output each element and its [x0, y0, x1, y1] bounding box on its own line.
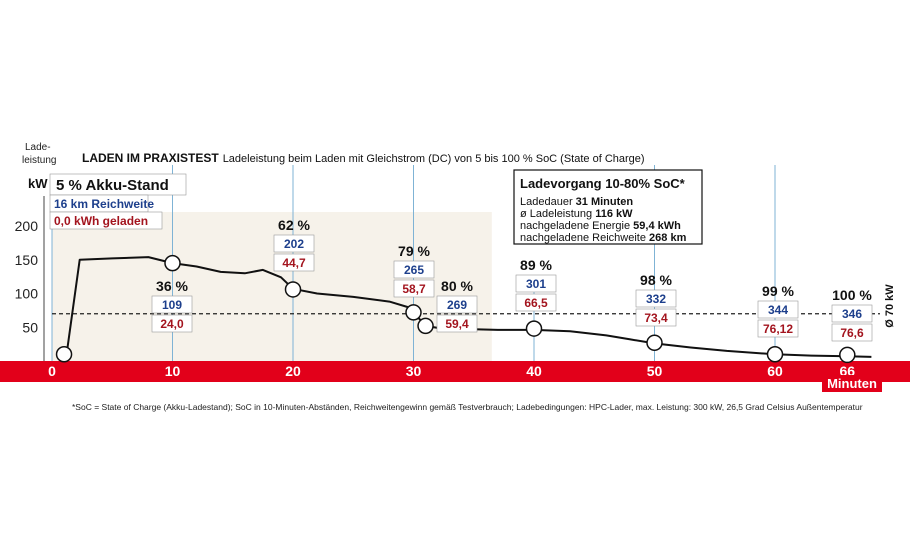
- energy-value: 58,7: [402, 282, 426, 296]
- x-tick-label: 60: [767, 363, 783, 379]
- chart-title-bold: LADEN IM PRAXISTEST: [82, 151, 219, 165]
- soc-label: 100 %: [832, 287, 872, 303]
- y-unit-label: kW: [28, 176, 48, 191]
- soc-marker: [646, 334, 663, 352]
- y-axis-title-line2: leistung: [22, 155, 56, 166]
- y-tick-label: 150: [15, 252, 39, 268]
- soc-label: 89 %: [520, 257, 552, 273]
- soc-marker: [405, 304, 422, 321]
- energy-box: [273, 253, 315, 272]
- range-box: [273, 234, 315, 253]
- range-value: 269: [447, 298, 467, 312]
- x-tick-label: 0: [48, 363, 56, 379]
- info-box-line: nachgeladene Reichweite 268 km: [520, 232, 687, 244]
- range-box: [831, 304, 873, 323]
- soc-label: 62 %: [278, 217, 310, 233]
- soc-marker: [284, 281, 302, 298]
- soc-label: 99 %: [762, 283, 794, 299]
- x-unit-label: Minuten: [827, 376, 877, 391]
- start-energy-label: 0,0 kWh geladen: [54, 214, 148, 228]
- range-value: 346: [842, 307, 862, 321]
- range-value: 332: [646, 292, 666, 306]
- soc-marker: [839, 346, 856, 364]
- info-box-title: Ladevorgang 10-80% SoC*: [520, 176, 686, 191]
- start-soc-label: 5 % Akku-Stand: [56, 177, 169, 194]
- soc-label: 36 %: [156, 278, 188, 294]
- soc-marker: [417, 317, 434, 335]
- energy-value: 76,12: [763, 322, 793, 336]
- info-box-line: nachgeladene Energie 59,4 kWh: [520, 220, 681, 232]
- range-box: [515, 274, 557, 293]
- range-value: 344: [768, 303, 788, 317]
- energy-value: 73,4: [644, 311, 668, 325]
- info-box-line-value: 59,4 kWh: [633, 220, 681, 232]
- start-energy-box: [49, 211, 163, 230]
- soc-label: 98 %: [640, 272, 672, 288]
- x-axis-bar: [0, 361, 910, 382]
- soc-marker: [164, 254, 181, 272]
- energy-box: [515, 293, 557, 312]
- info-box: [513, 169, 703, 245]
- info-box-line-value: 116 kW: [595, 208, 633, 220]
- info-box-line-label: nachgeladene Reichweite: [520, 232, 649, 244]
- energy-value: 59,4: [445, 317, 469, 331]
- x-tick-label: 30: [406, 363, 422, 379]
- info-box-line-label: nachgeladene Energie: [520, 220, 633, 232]
- y-tick-label: 50: [22, 319, 38, 335]
- info-box-line: Ladedauer 31 Minuten: [520, 196, 633, 208]
- range-box: [151, 295, 193, 314]
- range-box: [757, 300, 799, 319]
- energy-box: [757, 319, 799, 338]
- info-box-line-value: 268 km: [649, 232, 687, 244]
- soc-marker: [55, 346, 73, 363]
- energy-value: 24,0: [160, 317, 184, 331]
- range-value: 265: [404, 263, 424, 277]
- footnote: *SoC = State of Charge (Akku-Ladestand);…: [72, 402, 863, 412]
- info-box-line: ø Ladeleistung 116 kW: [520, 208, 633, 220]
- soc-label: 80 %: [441, 278, 473, 294]
- range-box: [635, 289, 677, 308]
- soc-marker: [766, 346, 784, 363]
- range-value: 301: [526, 277, 546, 291]
- soc-marker: [525, 320, 543, 337]
- range-box: [393, 260, 435, 279]
- info-box-line-value: 31 Minuten: [576, 196, 634, 208]
- info-box-line-label: Ladedauer: [520, 196, 576, 208]
- info-box-line-label: ø Ladeleistung: [520, 208, 595, 220]
- energy-value: 44,7: [282, 256, 306, 270]
- energy-value: 76,6: [840, 326, 864, 340]
- chart-subtitle: Ladeleistung beim Laden mit Gleichstrom …: [223, 153, 645, 165]
- energy-box: [436, 314, 478, 333]
- y-tick-label: 100: [15, 286, 39, 302]
- y-tick-label: 200: [15, 218, 39, 234]
- y-axis-title-line1: Lade-: [25, 142, 51, 153]
- energy-value: 66,5: [524, 296, 548, 310]
- energy-box: [151, 314, 193, 333]
- chart-title: LADEN IM PRAXISTEST Ladeleistung beim Lad…: [82, 151, 645, 165]
- energy-box: [635, 308, 677, 327]
- energy-box: [393, 279, 435, 298]
- range-box: [436, 295, 478, 314]
- energy-box: [831, 323, 873, 342]
- x-tick-label: 50: [647, 363, 663, 379]
- range-value: 202: [284, 237, 304, 251]
- x-tick-label: 40: [526, 363, 542, 379]
- average-label: Ø 70 kW: [884, 284, 896, 328]
- range-value: 109: [162, 298, 182, 312]
- x-tick-label: 10: [165, 363, 181, 379]
- x-tick-label: 20: [285, 363, 301, 379]
- start-range-label: 16 km Reichweite: [54, 197, 154, 211]
- x-unit-box: [822, 375, 882, 392]
- soc-label: 79 %: [398, 243, 430, 259]
